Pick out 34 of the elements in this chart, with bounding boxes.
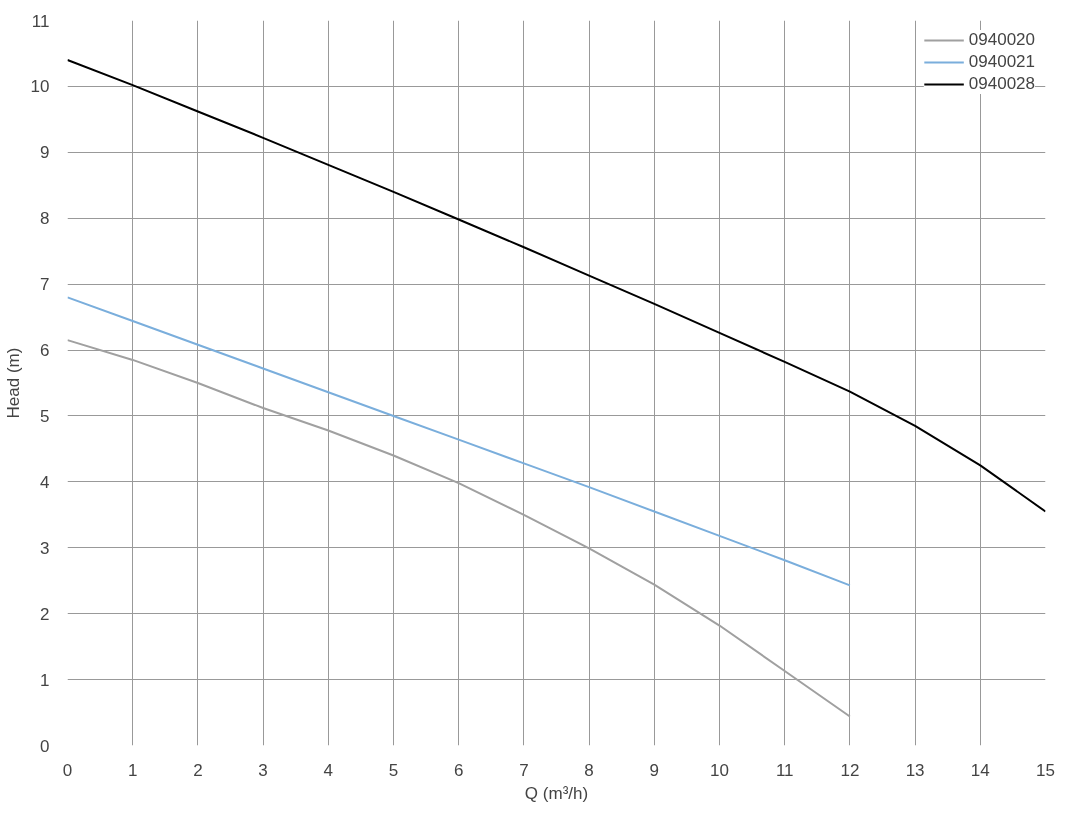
- y-tick-label: 10: [30, 77, 50, 97]
- y-tick-label: 1: [40, 670, 50, 690]
- x-tick-label: 14: [970, 760, 990, 780]
- y-tick-label: 5: [40, 406, 50, 426]
- x-tick-label: 1: [127, 760, 138, 780]
- y-tick-label: 4: [40, 472, 50, 492]
- x-tick-label: 6: [453, 760, 464, 780]
- x-tick-label: 3: [258, 760, 268, 780]
- y-axis-title: Head (m): [3, 347, 23, 419]
- x-tick-label: 4: [323, 760, 334, 780]
- x-tick-label: 0: [62, 760, 73, 780]
- x-axis-title: Q (m³/h): [524, 783, 589, 803]
- x-tick-label: 11: [775, 760, 794, 780]
- y-tick-label: 0: [40, 736, 50, 756]
- x-tick-label: 2: [193, 760, 203, 780]
- x-tick-label: 15: [1036, 760, 1055, 780]
- x-tick-label: 5: [388, 760, 399, 780]
- legend-label: 0940028: [968, 74, 1035, 94]
- y-tick-label: 3: [40, 538, 50, 558]
- y-tick-label: 2: [40, 604, 50, 624]
- x-tick-label: 8: [584, 760, 594, 780]
- legend-label: 0940020: [968, 30, 1035, 50]
- line-series: [67, 296, 851, 587]
- x-tick-label: 7: [519, 760, 529, 780]
- x-tick-label: 13: [905, 760, 925, 780]
- legend-label: 0940021: [968, 52, 1035, 72]
- y-tick-label: 9: [40, 143, 50, 163]
- y-tick-label: 8: [40, 209, 50, 229]
- x-tick-label: 12: [840, 760, 860, 780]
- y-tick-label: 6: [40, 341, 50, 361]
- y-tick-label: 11: [31, 11, 50, 31]
- x-tick-label: 9: [649, 760, 660, 780]
- x-tick-label: 10: [710, 760, 729, 780]
- y-tick-label: 7: [40, 275, 50, 295]
